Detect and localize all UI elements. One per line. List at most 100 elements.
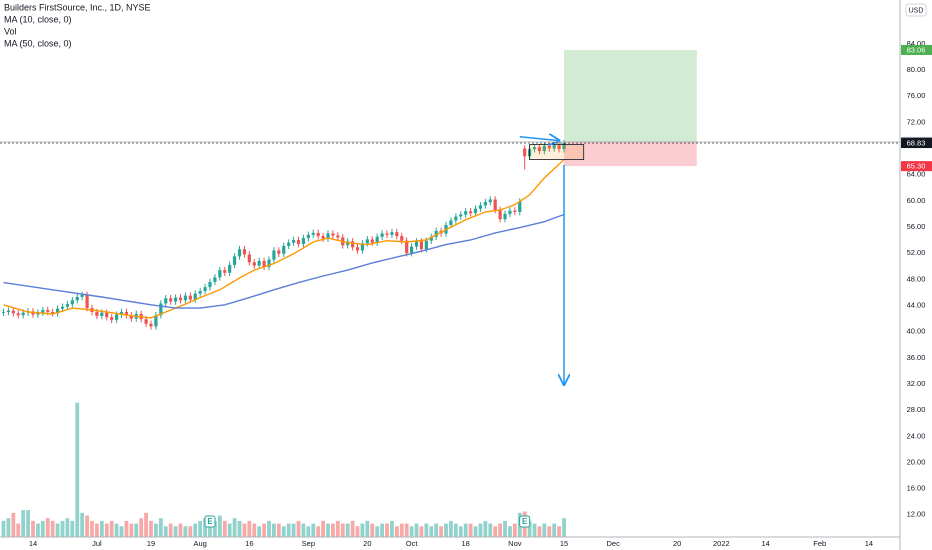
candle-body: [1, 311, 6, 313]
volume-bar: [301, 523, 306, 537]
volume-bar: [365, 520, 370, 537]
candle-body: [159, 303, 163, 316]
candle-body: [65, 304, 70, 307]
volume-bar: [537, 526, 542, 537]
volume-bar: [168, 523, 173, 537]
volume-bar: [562, 518, 566, 537]
candle-body: [419, 241, 424, 250]
price-label: 65.30: [907, 162, 926, 171]
candle-body: [518, 201, 522, 212]
position-stop-zone: [564, 141, 697, 167]
y-tick-label: 36.00: [907, 353, 926, 362]
volume-bar: [473, 526, 478, 537]
candle-body: [95, 311, 99, 316]
x-tick-label: 14: [865, 539, 873, 548]
candle-body: [223, 270, 227, 273]
volume-bar: [331, 523, 335, 537]
candle-body: [75, 296, 79, 301]
candle-body: [375, 236, 379, 243]
drawn-rectangle: [529, 144, 585, 160]
candle-body: [434, 230, 438, 237]
candle-body: [208, 281, 212, 288]
y-tick-label: 20.00: [907, 457, 926, 466]
volume-bar: [444, 523, 448, 537]
y-tick-label: 40.00: [907, 327, 926, 336]
volume-bar: [90, 520, 94, 537]
volume-bar: [340, 523, 345, 537]
candle-body: [483, 202, 487, 206]
legend-ma50: MA (50, close, 0): [4, 38, 72, 48]
volume-bar: [154, 523, 158, 537]
volume-bar: [99, 520, 104, 537]
volume-bar: [370, 523, 375, 537]
volume-bar: [134, 523, 139, 537]
volume-bar: [149, 520, 153, 537]
volume-bar: [409, 526, 414, 537]
volume-bar: [109, 520, 114, 537]
volume-bar: [311, 523, 316, 537]
candle-body: [85, 294, 89, 309]
price-label: 83.06: [907, 45, 926, 54]
candle-body: [537, 147, 542, 152]
candle-body: [360, 243, 365, 251]
volume-bar: [124, 520, 129, 537]
volume-bar: [296, 520, 301, 537]
x-tick-label: 14: [29, 539, 37, 548]
candle-body: [350, 241, 355, 248]
candle-body: [213, 277, 217, 282]
candle-body: [449, 220, 453, 226]
volume-bar: [439, 526, 444, 537]
candle-body: [51, 311, 55, 314]
candle-body: [242, 249, 247, 255]
volume-bar: [350, 520, 355, 537]
volume-bar: [498, 523, 503, 537]
candle-body: [395, 232, 399, 237]
volume-bar: [129, 523, 134, 537]
x-tick-label: Dec: [607, 539, 621, 548]
candle-body: [80, 294, 84, 297]
x-tick-label: 20: [363, 539, 371, 548]
volume-bar: [50, 520, 55, 537]
moving-average: [3, 213, 565, 309]
arrow: [519, 137, 559, 141]
volume-bar: [262, 523, 266, 537]
volume-bar: [468, 523, 473, 537]
candle-body: [154, 315, 158, 327]
x-tick-label: Oct: [406, 539, 419, 548]
candle-body: [508, 210, 512, 214]
volume-bar: [208, 523, 212, 537]
y-tick-label: 28.00: [907, 405, 926, 414]
y-tick-label: 48.00: [907, 274, 926, 283]
volume-bar: [222, 520, 227, 537]
candle-body: [110, 317, 114, 320]
volume-bar: [213, 520, 217, 537]
candle-body: [296, 240, 301, 244]
candle-body: [380, 233, 384, 237]
candle-body: [306, 234, 310, 239]
candle-body: [124, 311, 129, 316]
x-tick-label: 20: [673, 539, 681, 548]
candle-body: [149, 323, 153, 327]
volume-bar: [532, 523, 537, 537]
candle-body: [513, 210, 517, 212]
candle-body: [454, 216, 458, 221]
volume-bar: [227, 523, 232, 537]
candle-body: [488, 199, 492, 203]
volume-bar: [355, 526, 360, 537]
candle-body: [336, 235, 340, 238]
candle-body: [193, 293, 197, 300]
candle-body: [316, 232, 320, 237]
candle-body: [55, 308, 60, 314]
volume-bar: [380, 523, 384, 537]
volume-bar: [6, 518, 11, 537]
candle-body: [542, 145, 546, 152]
price-label-bg: [901, 161, 932, 172]
candle-body: [429, 236, 433, 241]
volume-bar: [488, 523, 493, 537]
candle-body: [478, 205, 483, 209]
legend-vol: Vol: [4, 26, 17, 36]
candle-body: [355, 247, 360, 251]
volume-bar: [252, 523, 257, 537]
volume-bar: [335, 520, 340, 537]
volume-bar: [198, 520, 203, 537]
